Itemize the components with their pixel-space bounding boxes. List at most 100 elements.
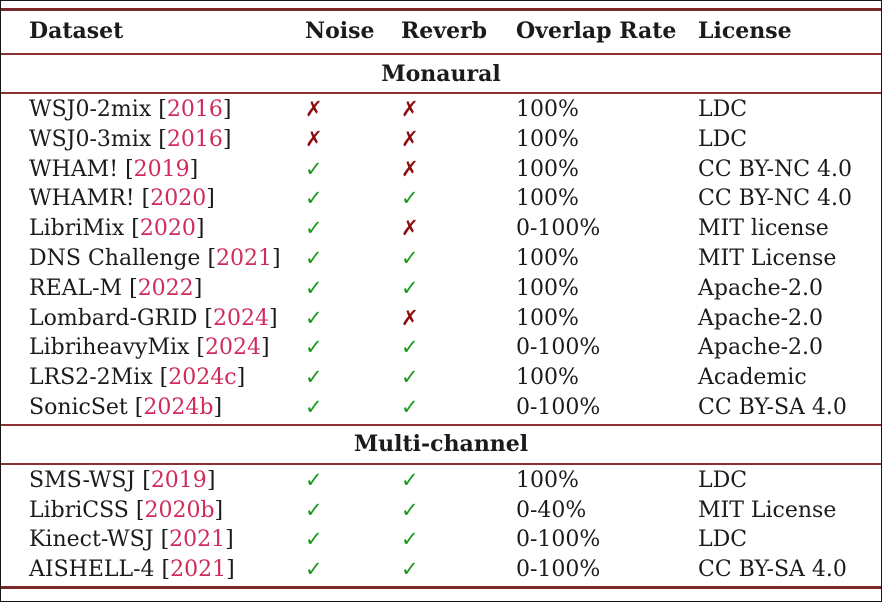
- dataset-cell: AISHELL-4 [2021]: [29, 555, 305, 585]
- citation-link[interactable]: 2024c: [168, 365, 237, 391]
- citation-close-bracket: ]: [269, 305, 278, 331]
- section-title: Monaural: [381, 60, 501, 87]
- cross-icon: ✗: [401, 126, 419, 151]
- license-cell: LDC: [698, 97, 748, 122]
- table-row: WSJ0-2mix [2016] ✗ ✗ 100% LDC: [1, 95, 881, 125]
- license-cell: LDC: [698, 467, 748, 493]
- dataset-name: WSJ0-3mix: [29, 126, 152, 152]
- dataset-name: LibriCSS: [29, 497, 129, 523]
- dataset-cell: WHAMR! [2020]: [29, 184, 305, 214]
- citation-link[interactable]: 2024b: [143, 394, 214, 420]
- cross-icon: ✗: [401, 156, 419, 181]
- table-row: DNS Challenge [2021] ✓ ✓ 100% MIT License: [1, 244, 881, 274]
- citation-link[interactable]: 2016: [166, 97, 223, 122]
- citation-open-bracket: [: [141, 186, 151, 212]
- dataset-cell: Kinect-WSJ [2021]: [29, 525, 305, 555]
- bottom-rule: [1, 585, 881, 589]
- check-icon: ✓: [305, 365, 323, 390]
- table-row: LibriMix [2020] ✓ ✗ 0-100% MIT license: [1, 214, 881, 244]
- check-icon: ✓: [401, 335, 419, 360]
- section-separator-rule: [1, 423, 881, 426]
- overlap-rate-cell: 100%: [516, 275, 579, 301]
- citation-link[interactable]: 2024: [213, 305, 270, 331]
- table-row: WHAM! [2019] ✓ ✗ 100% CC BY-NC 4.0: [1, 155, 881, 185]
- citation-open-bracket: [: [159, 365, 169, 391]
- dataset-name: WHAMR!: [29, 186, 135, 212]
- citation-close-bracket: ]: [189, 156, 199, 182]
- overlap-rate-cell: 0-100%: [516, 394, 601, 420]
- citation-link[interactable]: 2020: [139, 216, 196, 242]
- check-icon: ✓: [305, 186, 323, 211]
- citation-close-bracket: ]: [206, 186, 215, 212]
- citation-open-bracket: [: [204, 305, 214, 331]
- citation-close-bracket: ]: [226, 557, 235, 583]
- citation-close-bracket: ]: [261, 335, 270, 361]
- dataset-cell: LibriheavyMix [2024]: [29, 333, 305, 363]
- citation-link[interactable]: 2019: [150, 467, 207, 493]
- dataset-cell: WHAM! [2019]: [29, 155, 305, 185]
- table-row: WHAMR! [2020] ✓ ✓ 100% CC BY-NC 4.0: [1, 184, 881, 214]
- dataset-name: Lombard-GRID: [29, 305, 198, 331]
- section-header-row: Monaural: [1, 55, 881, 92]
- check-icon: ✓: [305, 497, 323, 522]
- check-icon: ✓: [401, 467, 419, 492]
- section-title: Multi-channel: [353, 431, 529, 458]
- table-row: LibriheavyMix [2024] ✓ ✓ 0-100% Apache-2.0: [1, 333, 881, 363]
- section-title-rule: [1, 92, 881, 94]
- license-cell: LDC: [698, 527, 748, 553]
- license-cell: CC BY-SA 4.0: [698, 557, 847, 583]
- citation-link[interactable]: 2016: [166, 126, 223, 152]
- overlap-rate-cell: 100%: [516, 365, 579, 391]
- citation-close-bracket: ]: [193, 275, 203, 301]
- citation-close-bracket: ]: [195, 216, 205, 242]
- citation-close-bracket: ]: [213, 394, 223, 420]
- license-cell: MIT License: [698, 497, 837, 523]
- citation-link[interactable]: 2021: [170, 557, 227, 583]
- check-icon: ✓: [305, 156, 323, 181]
- citation-link[interactable]: 2020: [150, 186, 207, 212]
- citation-open-bracket: [: [125, 156, 134, 182]
- citation-link[interactable]: 2020b: [144, 497, 215, 523]
- dataset-name: SonicSet: [29, 394, 128, 420]
- check-icon: ✓: [305, 216, 323, 241]
- check-icon: ✓: [401, 186, 419, 211]
- table-row: WSJ0-3mix [2016] ✗ ✗ 100% LDC: [1, 125, 881, 155]
- cross-icon: ✗: [401, 216, 419, 241]
- check-icon: ✓: [401, 394, 419, 419]
- license-cell: CC BY-SA 4.0: [698, 394, 847, 420]
- check-icon: ✓: [401, 527, 419, 552]
- check-icon: ✓: [401, 365, 419, 390]
- citation-link[interactable]: 2019: [133, 156, 190, 182]
- check-icon: ✓: [305, 394, 323, 419]
- license-cell: Apache-2.0: [698, 335, 824, 361]
- section-rows: WSJ0-2mix [2016] ✗ ✗ 100% LDC WSJ0-3mix [2016…: [1, 94, 881, 424]
- overlap-rate-cell: 100%: [516, 156, 579, 182]
- citation-link[interactable]: 2024: [205, 335, 262, 361]
- check-icon: ✓: [305, 557, 323, 582]
- column-header-noise: Noise: [305, 18, 375, 45]
- overlap-rate-cell: 0-40%: [516, 497, 587, 523]
- citation-link[interactable]: 2021: [169, 527, 226, 553]
- citation-open-bracket: [: [196, 335, 206, 361]
- table-body: Monaural WSJ0-2mix [2016] ✗ ✗ 100% LDC WSJ0-3m…: [1, 55, 881, 586]
- license-cell: MIT License: [698, 245, 837, 271]
- citation-link[interactable]: 2022: [137, 275, 194, 301]
- dataset-name: Kinect-WSJ: [29, 527, 154, 553]
- dataset-cell: Lombard-GRID [2024]: [29, 304, 305, 334]
- cross-icon: ✗: [401, 97, 419, 121]
- dataset-name: LibriheavyMix: [29, 335, 190, 361]
- overlap-rate-cell: 0-100%: [516, 527, 601, 553]
- citation-open-bracket: [: [160, 527, 170, 553]
- table-row: AISHELL-4 [2021] ✓ ✓ 0-100% CC BY-SA 4.0: [1, 555, 881, 585]
- top-rule: [1, 8, 881, 11]
- citation-open-bracket: [: [131, 216, 140, 242]
- citation-open-bracket: [: [134, 394, 144, 420]
- dataset-cell: LRS2-2Mix [2024c]: [29, 363, 305, 393]
- dataset-name: AISHELL-4: [29, 557, 155, 583]
- citation-link[interactable]: 2021: [216, 245, 273, 271]
- table-row: SonicSet [2024b] ✓ ✓ 0-100% CC BY-SA 4.0: [1, 393, 881, 423]
- citation-open-bracket: [: [142, 467, 151, 493]
- citation-close-bracket: ]: [222, 97, 232, 122]
- overlap-rate-cell: 100%: [516, 126, 579, 152]
